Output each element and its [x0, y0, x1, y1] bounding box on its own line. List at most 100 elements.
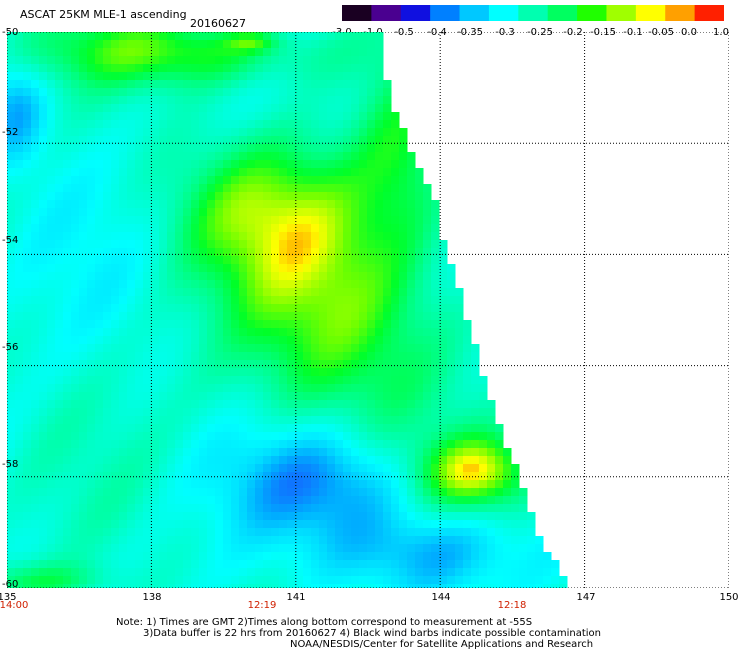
mle-cell — [351, 424, 360, 433]
mle-cell — [511, 536, 520, 545]
mle-cell — [167, 192, 176, 201]
mle-cell — [295, 152, 304, 161]
mle-cell — [247, 152, 256, 161]
mle-cell — [295, 112, 304, 121]
mle-cell — [455, 352, 464, 361]
mle-cell — [215, 456, 224, 465]
mle-cell — [31, 112, 40, 121]
mle-cell — [519, 520, 528, 529]
mle-cell — [311, 488, 320, 497]
mle-cell — [375, 192, 384, 201]
mle-cell — [263, 416, 272, 425]
mle-cell — [95, 344, 104, 353]
mle-cell — [471, 584, 480, 588]
mle-cell — [215, 224, 224, 233]
mle-cell — [79, 256, 88, 265]
mle-cell — [319, 184, 328, 193]
mle-cell — [383, 576, 392, 585]
mle-cell — [423, 416, 432, 425]
mle-cell — [359, 480, 368, 489]
mle-cell — [455, 544, 464, 553]
mle-cell — [391, 352, 400, 361]
mle-cell — [15, 128, 24, 137]
mle-cell — [367, 120, 376, 129]
mle-cell — [319, 536, 328, 545]
mle-cell — [143, 128, 152, 137]
mle-cell — [407, 456, 416, 465]
mle-cell — [271, 200, 280, 209]
mle-cell — [295, 400, 304, 409]
mle-cell — [55, 384, 64, 393]
mle-cell — [127, 424, 136, 433]
mle-cell — [255, 160, 264, 169]
mle-cell — [151, 376, 160, 385]
mle-cell — [31, 560, 40, 569]
mle-cell — [135, 168, 144, 177]
mle-cell — [367, 216, 376, 225]
mle-cell — [287, 64, 296, 73]
mle-cell — [127, 328, 136, 337]
mle-cell — [135, 352, 144, 361]
mle-cell — [143, 352, 152, 361]
mle-cell — [223, 128, 232, 137]
longitude-label: 150 — [719, 592, 739, 603]
mle-cell — [159, 120, 168, 129]
mle-cell — [463, 504, 472, 513]
mle-cell — [87, 360, 96, 369]
mle-cell — [231, 312, 240, 321]
mle-cell — [471, 344, 480, 353]
latitude-label: -52 — [2, 127, 19, 138]
mle-cell — [463, 520, 472, 529]
mle-cell — [479, 464, 488, 473]
mle-cell — [327, 512, 336, 521]
mle-cell — [271, 576, 280, 585]
mle-cell — [79, 376, 88, 385]
mle-cell — [111, 104, 120, 113]
mle-cell — [519, 536, 528, 545]
mle-cell — [255, 272, 264, 281]
mle-cell — [119, 184, 128, 193]
mle-cell — [207, 120, 216, 129]
mle-cell — [7, 480, 16, 489]
mle-cell — [31, 296, 40, 305]
mle-cell — [135, 520, 144, 529]
mle-cell — [167, 488, 176, 497]
mle-cell — [23, 184, 32, 193]
mle-cell — [183, 576, 192, 585]
mle-cell — [239, 288, 248, 297]
mle-cell — [95, 240, 104, 249]
mle-cell — [303, 176, 312, 185]
mle-cell — [143, 88, 152, 97]
mle-cell — [255, 416, 264, 425]
mle-cell — [183, 80, 192, 89]
mle-cell — [95, 536, 104, 545]
mle-cell — [135, 120, 144, 129]
mle-cell — [31, 88, 40, 97]
mle-cell — [375, 296, 384, 305]
mle-cell — [447, 352, 456, 361]
mle-cell — [519, 584, 528, 588]
mle-cell — [127, 48, 136, 57]
mle-cell — [167, 304, 176, 313]
mle-cell — [351, 216, 360, 225]
mle-cell — [79, 296, 88, 305]
mle-cell — [271, 160, 280, 169]
mle-cell — [39, 416, 48, 425]
mle-cell — [327, 88, 336, 97]
mle-cell — [103, 176, 112, 185]
mle-cell — [207, 72, 216, 81]
mle-cell — [23, 376, 32, 385]
mle-cell — [367, 88, 376, 97]
mle-cell — [327, 560, 336, 569]
mle-cell — [207, 224, 216, 233]
mle-cell — [447, 424, 456, 433]
mle-cell — [63, 376, 72, 385]
mle-cell — [207, 296, 216, 305]
mle-cell — [31, 200, 40, 209]
mle-cell — [383, 192, 392, 201]
mle-cell — [39, 232, 48, 241]
mle-cell — [399, 528, 408, 537]
mle-cell — [431, 416, 440, 425]
mle-cell — [111, 432, 120, 441]
mle-cell — [439, 448, 448, 457]
